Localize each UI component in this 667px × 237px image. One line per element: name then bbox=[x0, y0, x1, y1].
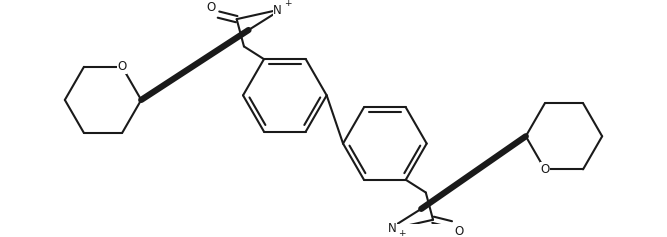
Text: O: O bbox=[454, 225, 463, 237]
Text: N: N bbox=[388, 222, 396, 235]
Text: N: N bbox=[273, 4, 282, 17]
Text: +: + bbox=[284, 0, 291, 8]
Text: O: O bbox=[207, 1, 216, 14]
Text: +: + bbox=[398, 229, 406, 237]
Text: O: O bbox=[117, 60, 127, 73]
Text: O: O bbox=[540, 163, 550, 176]
